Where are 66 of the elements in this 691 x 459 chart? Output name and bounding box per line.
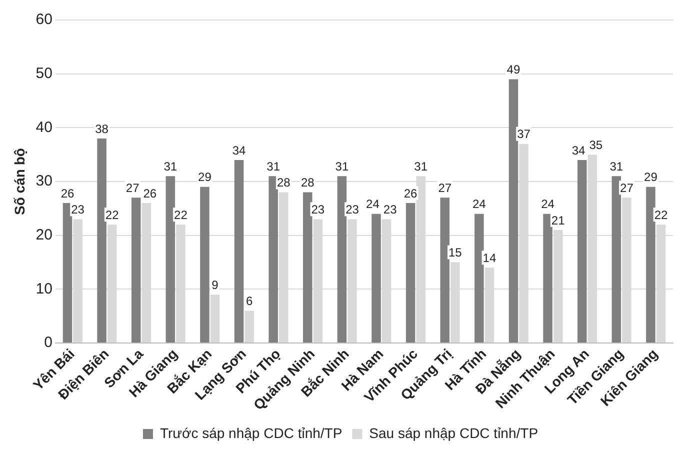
y-tick-label: 50 <box>36 64 52 82</box>
y-tick-label: 20 <box>36 226 52 244</box>
data-label: 23 <box>346 202 360 217</box>
bar <box>268 176 278 343</box>
data-label: 38 <box>95 122 109 136</box>
data-label: 26 <box>60 186 74 200</box>
bar <box>303 192 312 343</box>
data-label: 24 <box>541 197 555 212</box>
y-axis-title: Số cán bộ <box>11 148 28 215</box>
bar <box>372 214 381 343</box>
data-label: 31 <box>414 159 428 174</box>
data-label: 26 <box>404 186 418 200</box>
data-label: 34 <box>572 143 586 158</box>
bar <box>62 203 72 343</box>
bar <box>406 203 416 343</box>
bar <box>200 186 210 343</box>
data-label: 22 <box>174 208 188 222</box>
bar <box>612 176 622 343</box>
data-label: 23 <box>383 202 398 217</box>
y-tick-label: 30 <box>36 172 52 190</box>
y-tick-label: 0 <box>44 334 52 352</box>
data-label: 31 <box>266 159 280 174</box>
y-tick-label: 40 <box>36 118 52 136</box>
y-tick-label: 60 <box>36 11 52 28</box>
bar <box>508 79 518 343</box>
data-label: 24 <box>366 197 380 212</box>
data-label: 23 <box>71 202 85 217</box>
data-label: 15 <box>448 246 462 260</box>
data-label: 37 <box>517 127 531 142</box>
data-label: 6 <box>246 294 253 308</box>
bar <box>543 214 552 343</box>
data-label: 24 <box>472 197 486 212</box>
legend-label: Sau sáp nhập CDC tỉnh/TP <box>369 424 538 441</box>
data-label: 31 <box>610 159 624 174</box>
bar <box>337 176 347 343</box>
bar <box>474 214 484 343</box>
bar <box>234 160 244 343</box>
data-label: 14 <box>482 250 496 265</box>
legend-label: Trước sáp nhập CDC tỉnh/TP <box>160 424 342 441</box>
data-label: 27 <box>126 180 140 195</box>
data-label: 22 <box>105 208 120 222</box>
data-label: 28 <box>276 176 291 190</box>
bar <box>131 198 141 343</box>
data-label: 27 <box>620 180 634 195</box>
bar <box>166 176 176 343</box>
data-label: 26 <box>143 186 157 200</box>
bar <box>440 198 450 343</box>
data-label: 27 <box>438 180 452 195</box>
data-label: 35 <box>589 138 603 152</box>
data-label: 28 <box>300 176 315 190</box>
data-label: 9 <box>212 278 219 292</box>
bar <box>244 310 254 343</box>
bar <box>210 294 220 343</box>
data-label: 29 <box>198 170 212 184</box>
data-label: 23 <box>311 202 325 217</box>
bar <box>97 138 106 343</box>
data-label: 34 <box>232 143 246 158</box>
data-label: 22 <box>654 208 668 222</box>
data-label: 29 <box>644 170 658 184</box>
data-label: 21 <box>551 213 566 228</box>
y-tick-label: 10 <box>36 280 52 298</box>
data-label: 31 <box>164 159 178 174</box>
data-label: 31 <box>335 159 349 174</box>
bar <box>577 160 587 343</box>
bar <box>646 186 656 343</box>
data-label: 49 <box>506 62 520 77</box>
